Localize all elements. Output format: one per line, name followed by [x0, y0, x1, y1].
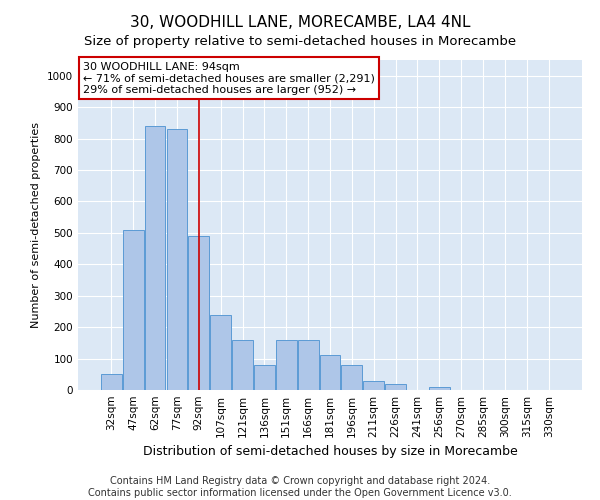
Bar	[276, 340, 296, 390]
Bar	[101, 374, 122, 390]
Bar	[145, 126, 166, 390]
Bar	[188, 236, 209, 390]
Text: Contains HM Land Registry data © Crown copyright and database right 2024.
Contai: Contains HM Land Registry data © Crown c…	[88, 476, 512, 498]
Bar	[364, 380, 384, 390]
Text: 30, WOODHILL LANE, MORECAMBE, LA4 4NL: 30, WOODHILL LANE, MORECAMBE, LA4 4NL	[130, 15, 470, 30]
X-axis label: Distribution of semi-detached houses by size in Morecambe: Distribution of semi-detached houses by …	[143, 446, 517, 458]
Text: Size of property relative to semi-detached houses in Morecambe: Size of property relative to semi-detach…	[84, 35, 516, 48]
Bar	[254, 365, 275, 390]
Bar	[385, 384, 406, 390]
Bar	[123, 230, 143, 390]
Bar	[210, 314, 231, 390]
Bar	[232, 340, 253, 390]
Bar	[429, 387, 450, 390]
Bar	[341, 365, 362, 390]
Text: 30 WOODHILL LANE: 94sqm
← 71% of semi-detached houses are smaller (2,291)
29% of: 30 WOODHILL LANE: 94sqm ← 71% of semi-de…	[83, 62, 375, 95]
Bar	[167, 129, 187, 390]
Y-axis label: Number of semi-detached properties: Number of semi-detached properties	[31, 122, 41, 328]
Bar	[320, 356, 340, 390]
Bar	[298, 340, 319, 390]
